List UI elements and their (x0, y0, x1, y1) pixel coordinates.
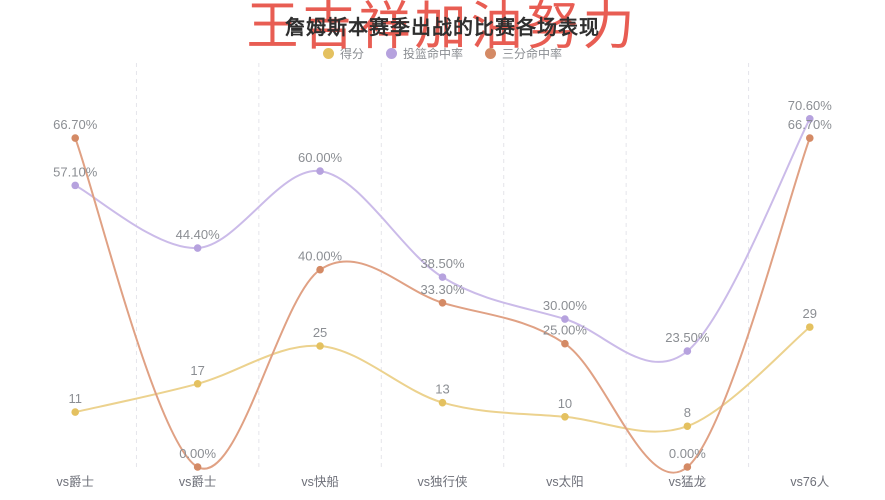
data-point-fg-pct[interactable] (805, 115, 814, 123)
data-label-fg-pct: 38.50% (420, 256, 465, 271)
data-label-points: 8 (684, 405, 691, 420)
data-point-points[interactable] (683, 422, 692, 431)
data-point-3pt-pct[interactable] (193, 463, 202, 471)
data-point-3pt-pct[interactable] (683, 463, 692, 471)
data-point-3pt-pct[interactable] (561, 339, 569, 348)
data-label-3pt-pct: 25.00% (543, 323, 588, 338)
series-line-3pt-pct (74, 137, 811, 474)
legend-item-label: 投篮命中率 (402, 47, 463, 61)
legend-item-fg-pct[interactable]: 投篮命中率 (385, 45, 463, 62)
data-label-3pt-pct: 66.70% (788, 117, 833, 132)
data-label-fg-pct: 23.50% (665, 330, 710, 345)
data-label-points: 17 (190, 363, 204, 378)
x-axis-label: vs太阳 (546, 474, 584, 489)
data-point-points[interactable] (193, 379, 202, 388)
data-label-points: 29 (803, 306, 817, 321)
data-label-points: 11 (68, 391, 82, 406)
data-point-points[interactable] (316, 342, 324, 350)
data-label-3pt-pct: 33.30% (420, 282, 465, 297)
series-points-3pt-pct: 66.70% 0.00% 40.00% 33.30% 25.00% 0.00% 66.70% (53, 117, 832, 471)
data-label-fg-pct: 70.60% (788, 98, 833, 113)
data-label-3pt-pct: 66.70% (53, 117, 98, 132)
data-label-3pt-pct: 40.00% (298, 249, 343, 264)
data-label-points: 13 (435, 382, 449, 397)
legend-item-label: 得分 (339, 47, 364, 61)
data-point-3pt-pct[interactable] (71, 134, 80, 142)
data-point-fg-pct[interactable] (683, 347, 692, 355)
legend-marker-icon (485, 48, 496, 59)
x-axis-label: vs猛龙 (669, 475, 707, 489)
data-label-3pt-pct: 0.00% (669, 446, 706, 461)
x-axis-label: vs爵士 (179, 475, 217, 489)
legend-marker-icon (322, 48, 334, 59)
data-label-points: 25 (313, 325, 327, 340)
legend: 得分 投篮命中率 三分命中率 (0, 45, 885, 62)
data-point-fg-pct[interactable] (193, 244, 202, 252)
data-point-fg-pct[interactable] (438, 273, 447, 281)
data-point-points[interactable] (561, 413, 569, 421)
data-point-fg-pct[interactable] (561, 315, 569, 323)
data-label-points: 10 (558, 396, 572, 411)
x-axis-label: vs快船 (301, 475, 339, 489)
series-points-fg-pct: 57.10% 44.40% 60.00% 38.50% 30.00% 23.50% 70.6… (53, 98, 832, 355)
data-label-fg-pct: 57.10% (53, 164, 98, 179)
series-points-points: 11 17 25 13 10 8 29 (68, 306, 817, 431)
grid-lines (135, 63, 750, 467)
x-axis-label: vs76人 (790, 475, 829, 489)
x-axis: vs爵士 vs爵士 vs快船 vs独行侠 vs太阳 vs猛龙 vs76人 (56, 474, 829, 489)
data-label-fg-pct: 30.00% (543, 298, 588, 313)
x-axis-label: vs独行侠 (417, 475, 468, 489)
data-point-fg-pct[interactable] (316, 167, 324, 175)
data-point-points[interactable] (71, 408, 80, 416)
legend-item-3pt-pct[interactable]: 三分命中率 (485, 45, 562, 62)
data-point-points[interactable] (438, 398, 447, 407)
data-label-fg-pct: 60.00% (298, 150, 343, 165)
legend-marker-icon (385, 48, 397, 59)
data-label-3pt-pct: 0.00% (179, 446, 216, 461)
data-point-points[interactable] (805, 323, 814, 331)
data-label-fg-pct: 44.40% (176, 227, 221, 242)
data-point-3pt-pct[interactable] (438, 298, 447, 307)
legend-item-points[interactable]: 得分 (322, 45, 364, 62)
data-point-3pt-pct[interactable] (316, 265, 324, 274)
x-axis-label: vs爵士 (56, 475, 94, 489)
data-point-3pt-pct[interactable] (805, 134, 814, 142)
data-point-fg-pct[interactable] (71, 181, 80, 190)
legend-item-label: 三分命中率 (502, 47, 563, 61)
